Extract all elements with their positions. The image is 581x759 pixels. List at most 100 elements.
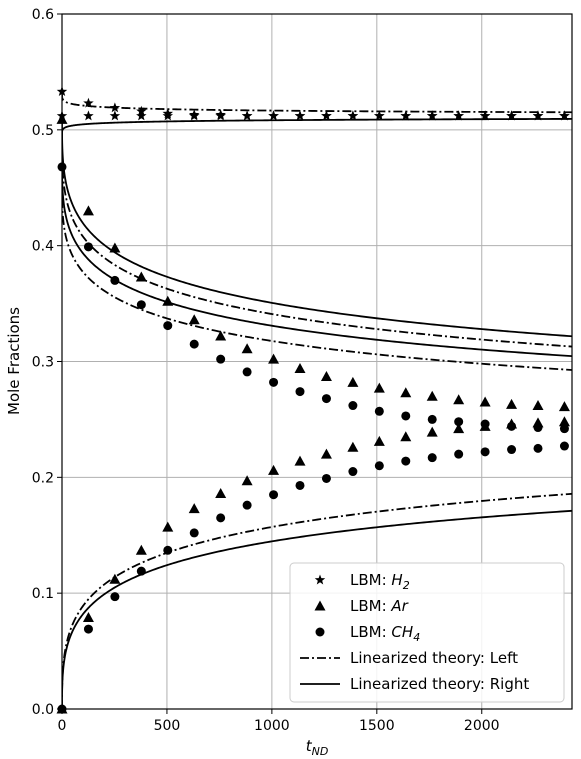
legend-marker-triangle bbox=[314, 600, 326, 611]
data-point-triangle bbox=[532, 417, 544, 428]
data-point-circle bbox=[401, 456, 411, 466]
data-point-star bbox=[374, 110, 385, 121]
data-point-triangle bbox=[347, 376, 359, 387]
x-tick-label: 500 bbox=[154, 718, 181, 734]
data-point-triangle bbox=[241, 343, 253, 354]
data-point-star bbox=[241, 110, 253, 121]
data-point-circle bbox=[83, 624, 93, 634]
data-point-star bbox=[506, 110, 517, 121]
x-tick-label: 1500 bbox=[359, 718, 395, 734]
legend-label: LBM: Ar bbox=[350, 597, 409, 615]
data-point-circle bbox=[242, 367, 252, 377]
data-point-triangle bbox=[215, 330, 227, 341]
data-point-star bbox=[188, 110, 200, 121]
data-point-triangle bbox=[453, 394, 465, 405]
data-point-triangle bbox=[82, 611, 94, 622]
x-axis-label: tND bbox=[306, 737, 329, 758]
data-point-circle bbox=[454, 449, 464, 459]
data-point-triangle bbox=[162, 295, 174, 306]
data-point-circle bbox=[559, 424, 569, 434]
data-point-star bbox=[162, 110, 174, 121]
data-point-triangle bbox=[400, 387, 412, 398]
data-point-circle bbox=[295, 387, 305, 397]
data-point-circle bbox=[110, 275, 120, 285]
data-point-star bbox=[347, 110, 359, 121]
data-point-circle bbox=[374, 406, 384, 416]
legend-label: LBM: H2 bbox=[350, 571, 410, 592]
data-point-circle bbox=[216, 513, 226, 523]
y-axis-label: Mole Fractions bbox=[5, 307, 23, 415]
data-point-triangle bbox=[135, 544, 147, 555]
data-point-star bbox=[83, 97, 94, 108]
data-point-star bbox=[136, 110, 147, 121]
data-point-triangle bbox=[135, 271, 147, 282]
theory-curve-right bbox=[62, 118, 572, 136]
data-point-star bbox=[400, 110, 412, 121]
data-point-triangle bbox=[400, 431, 412, 442]
data-point-triangle bbox=[268, 464, 280, 475]
data-point-circle bbox=[242, 500, 252, 510]
data-point-triangle bbox=[479, 420, 491, 431]
theory-curve-right bbox=[62, 509, 572, 709]
y-tick-label: 0.1 bbox=[32, 586, 54, 602]
data-point-circle bbox=[507, 445, 517, 455]
data-point-triangle bbox=[188, 314, 200, 325]
data-point-triangle bbox=[82, 205, 94, 216]
data-point-circle bbox=[189, 339, 199, 349]
data-point-triangle bbox=[109, 573, 121, 584]
data-point-circle bbox=[454, 417, 464, 427]
legend-marker-star bbox=[314, 574, 326, 585]
data-point-triangle bbox=[479, 396, 491, 407]
data-point-circle bbox=[216, 354, 226, 364]
data-point-triangle bbox=[320, 371, 332, 382]
data-point-circle bbox=[401, 411, 411, 421]
data-point-circle bbox=[189, 528, 199, 538]
data-point-star bbox=[479, 110, 491, 121]
data-point-circle bbox=[269, 490, 279, 500]
x-tick-label: 1000 bbox=[254, 718, 290, 734]
data-point-triangle bbox=[268, 353, 280, 364]
y-tick-label: 0.5 bbox=[32, 123, 54, 139]
data-point-triangle bbox=[294, 362, 306, 373]
data-point-triangle bbox=[373, 435, 385, 446]
data-point-circle bbox=[427, 453, 437, 463]
data-point-star bbox=[294, 110, 306, 121]
legend-box bbox=[289, 562, 565, 703]
data-point-triangle bbox=[558, 416, 570, 427]
y-tick-label: 0.3 bbox=[32, 355, 54, 371]
theory-curve-right bbox=[62, 119, 572, 338]
theory-curve-left bbox=[62, 181, 572, 371]
data-point-triangle bbox=[320, 448, 332, 459]
data-point-triangle bbox=[215, 488, 227, 499]
data-point-triangle bbox=[558, 401, 570, 412]
theory-curves bbox=[62, 91, 572, 709]
y-tick-label: 0.4 bbox=[32, 239, 54, 255]
data-point-star bbox=[268, 110, 279, 121]
data-point-circle bbox=[136, 566, 146, 576]
lbm-markers bbox=[56, 86, 570, 714]
data-point-triangle bbox=[426, 426, 438, 437]
x-tick-label: 2000 bbox=[464, 718, 500, 734]
data-point-circle bbox=[269, 377, 279, 387]
legend-label: Linearized theory: Right bbox=[350, 675, 529, 693]
data-point-circle bbox=[348, 401, 358, 411]
y-tick-label: 0.0 bbox=[32, 702, 54, 718]
data-point-triangle bbox=[188, 503, 200, 514]
theory-curve-left bbox=[62, 91, 572, 114]
data-point-triangle bbox=[506, 398, 518, 409]
data-point-circle bbox=[321, 473, 331, 483]
data-point-star bbox=[321, 110, 332, 121]
data-point-circle bbox=[83, 242, 93, 252]
data-point-circle bbox=[348, 467, 358, 477]
data-point-star bbox=[559, 110, 570, 121]
data-point-star bbox=[453, 110, 464, 121]
data-point-circle bbox=[136, 300, 146, 310]
x-axis-label-main: t bbox=[306, 737, 313, 755]
data-point-triangle bbox=[426, 390, 438, 401]
axis-ticks: 0 500 1000 1500 2000 0.0 0.1 0.2 0.3 0.4 0.5 0.6 bbox=[32, 7, 500, 734]
data-point-circle bbox=[321, 394, 331, 404]
data-point-star bbox=[532, 110, 544, 121]
data-point-triangle bbox=[162, 521, 174, 532]
data-point-star bbox=[109, 110, 121, 121]
